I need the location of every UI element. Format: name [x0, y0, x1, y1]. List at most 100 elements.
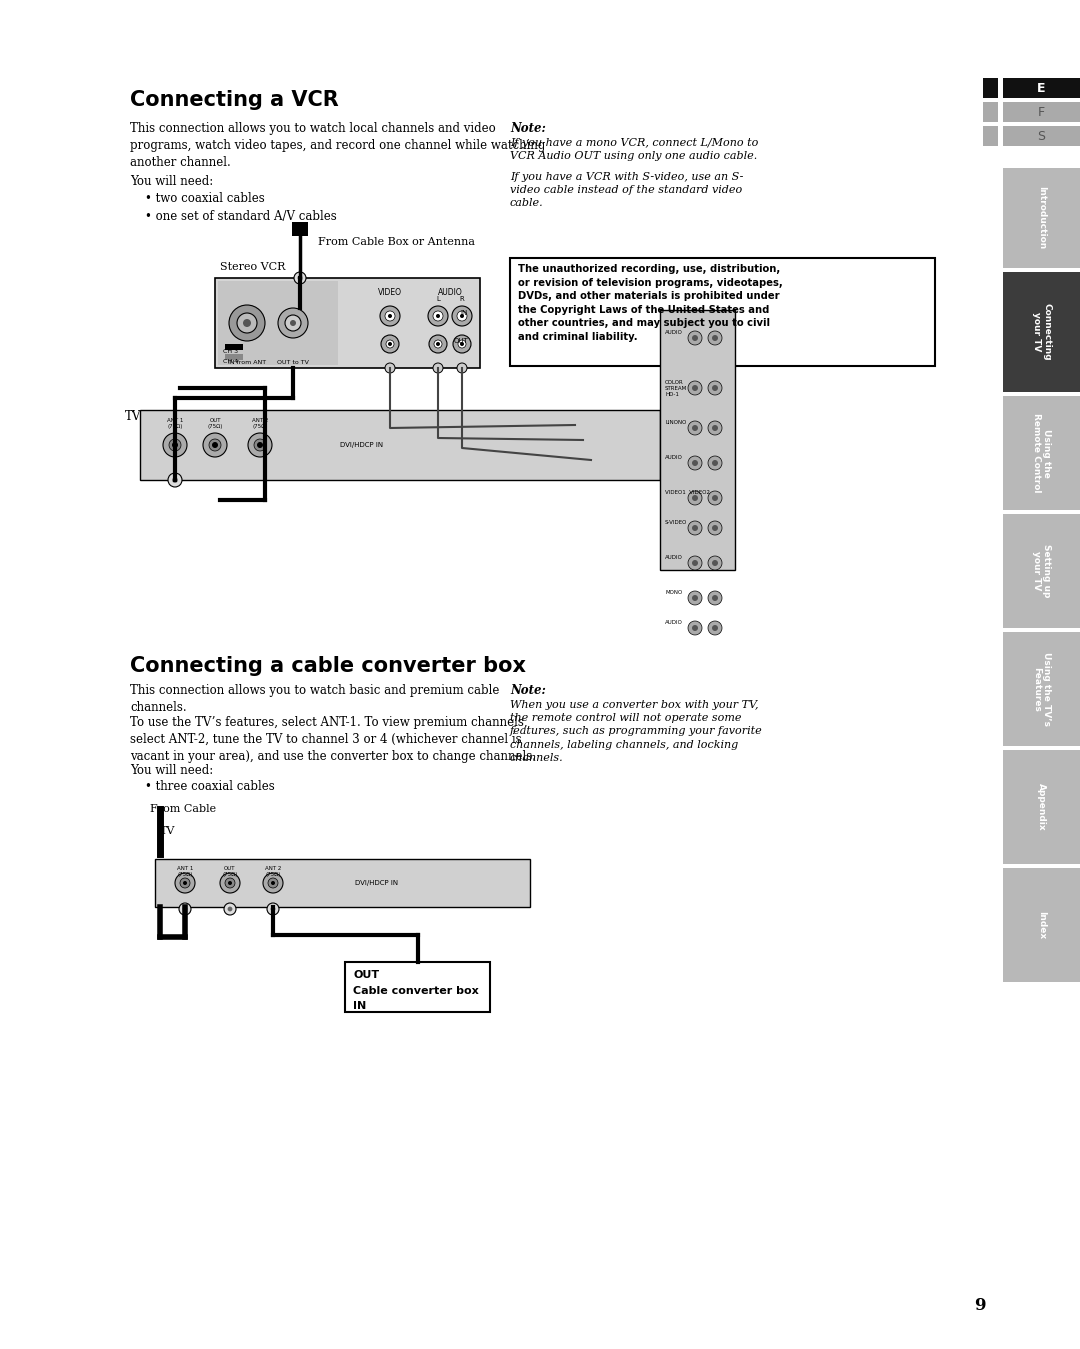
Circle shape: [254, 438, 266, 451]
Circle shape: [267, 902, 279, 915]
Circle shape: [271, 907, 275, 912]
Circle shape: [429, 335, 447, 353]
Circle shape: [380, 306, 400, 326]
Text: DVI/HDCP IN: DVI/HDCP IN: [355, 880, 399, 886]
Circle shape: [180, 878, 190, 888]
Text: Appendix: Appendix: [1037, 784, 1047, 831]
Circle shape: [712, 460, 718, 465]
Circle shape: [458, 340, 465, 348]
Bar: [983, 78, 998, 98]
Text: CH 3: CH 3: [222, 349, 238, 353]
Text: OUT
(75Ω): OUT (75Ω): [207, 418, 222, 429]
Circle shape: [692, 460, 698, 465]
Bar: [1003, 125, 1080, 146]
Circle shape: [692, 625, 698, 631]
Circle shape: [460, 343, 464, 345]
Circle shape: [688, 556, 702, 571]
Bar: [1003, 78, 1080, 98]
Circle shape: [183, 907, 188, 912]
Circle shape: [712, 384, 718, 391]
Circle shape: [688, 621, 702, 635]
Circle shape: [203, 433, 227, 457]
Text: When you use a converter box with your TV,
the remote control will not operate s: When you use a converter box with your T…: [510, 700, 762, 762]
Circle shape: [220, 873, 240, 893]
Circle shape: [712, 595, 718, 602]
Circle shape: [243, 318, 251, 326]
Circle shape: [168, 473, 183, 487]
Text: TV: TV: [125, 410, 141, 424]
Circle shape: [457, 363, 467, 374]
Circle shape: [688, 331, 702, 345]
Circle shape: [285, 316, 301, 331]
Text: Note:: Note:: [510, 684, 545, 697]
Circle shape: [386, 340, 394, 348]
Text: ANT 2
(75Ω): ANT 2 (75Ω): [265, 866, 281, 877]
Text: AUDIO: AUDIO: [665, 621, 683, 625]
Text: • two coaxial cables: • two coaxial cables: [145, 192, 265, 205]
Text: You will need:: You will need:: [130, 175, 213, 188]
Circle shape: [168, 438, 181, 451]
Text: Stereo VCR: Stereo VCR: [220, 262, 285, 272]
Bar: [1003, 103, 1080, 121]
Text: DVI/HDCP IN: DVI/HDCP IN: [340, 442, 383, 448]
Circle shape: [571, 421, 579, 429]
Circle shape: [692, 560, 698, 567]
Circle shape: [453, 335, 471, 353]
Text: S-VIDEO: S-VIDEO: [665, 519, 687, 525]
Circle shape: [712, 425, 718, 430]
Text: AUDIO: AUDIO: [665, 554, 683, 560]
Text: OUT: OUT: [454, 339, 468, 344]
Circle shape: [708, 556, 723, 571]
Circle shape: [692, 384, 698, 391]
Circle shape: [712, 495, 718, 500]
Circle shape: [428, 306, 448, 326]
Circle shape: [460, 314, 464, 318]
Circle shape: [248, 433, 272, 457]
Text: LINONO: LINONO: [665, 420, 687, 425]
Text: You will need:: You will need:: [130, 764, 213, 777]
Text: R: R: [460, 295, 464, 302]
Bar: [292, 223, 308, 236]
Bar: [1003, 631, 1080, 746]
Text: Note:: Note:: [510, 121, 545, 135]
Circle shape: [708, 521, 723, 536]
Circle shape: [708, 456, 723, 469]
Circle shape: [271, 881, 275, 885]
Circle shape: [433, 312, 443, 321]
Text: • three coaxial cables: • three coaxial cables: [145, 780, 274, 793]
Bar: [1003, 867, 1080, 982]
Bar: [660, 310, 735, 571]
Circle shape: [692, 525, 698, 532]
Circle shape: [708, 621, 723, 635]
Circle shape: [708, 421, 723, 434]
Text: • one set of standard A/V cables: • one set of standard A/V cables: [145, 210, 337, 223]
Text: L: L: [436, 295, 440, 302]
Text: CH 4: CH 4: [222, 359, 238, 364]
Bar: [1003, 272, 1080, 393]
Text: OUT
(75Ω): OUT (75Ω): [222, 866, 238, 877]
Circle shape: [291, 320, 296, 326]
Circle shape: [173, 478, 177, 483]
Text: Connecting a cable converter box: Connecting a cable converter box: [130, 656, 526, 676]
Text: F: F: [1038, 105, 1045, 119]
Circle shape: [381, 335, 399, 353]
Circle shape: [712, 335, 718, 341]
Bar: [215, 278, 480, 368]
Circle shape: [294, 272, 306, 285]
Circle shape: [708, 380, 723, 395]
Circle shape: [692, 495, 698, 500]
Text: AUDIO: AUDIO: [665, 455, 683, 460]
Circle shape: [712, 560, 718, 567]
Text: AUDIO: AUDIO: [437, 287, 462, 297]
Circle shape: [229, 305, 265, 341]
Circle shape: [708, 591, 723, 604]
Text: ANT 1
(75Ω): ANT 1 (75Ω): [177, 866, 193, 877]
Bar: [345, 962, 490, 1012]
Circle shape: [298, 275, 302, 281]
Bar: [983, 103, 998, 121]
Bar: [1003, 397, 1080, 510]
Circle shape: [384, 312, 395, 321]
Circle shape: [434, 340, 442, 348]
Circle shape: [688, 421, 702, 434]
Text: Using the TV’s
Features: Using the TV’s Features: [1031, 652, 1051, 726]
